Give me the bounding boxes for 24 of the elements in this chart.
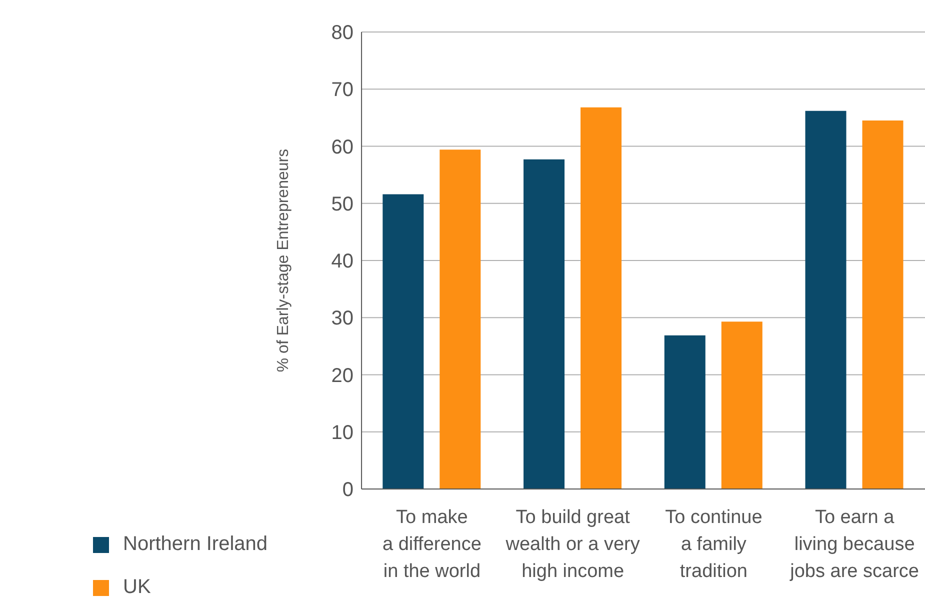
- y-tick-label: 80: [331, 22, 354, 44]
- y-tick-label: 20: [331, 364, 354, 387]
- y-tick-label: 70: [331, 79, 354, 102]
- y-axis-title: % of Early-stage Entrepreneurs: [275, 148, 292, 372]
- y-tick-label: 30: [331, 308, 354, 330]
- y-tick-label: 10: [331, 422, 354, 444]
- bar: [721, 322, 762, 489]
- legend-label: Northern Ireland: [123, 533, 268, 556]
- y-tick-label: 0: [342, 479, 354, 502]
- x-tick-label: To make a difference in the world: [382, 507, 482, 582]
- bar: [805, 110, 846, 489]
- x-tick-label: To earn a living because jobs are scarce: [789, 507, 919, 582]
- bar: [440, 150, 481, 489]
- bar: [862, 120, 904, 489]
- bar: [382, 194, 424, 489]
- y-tick-label: 60: [331, 136, 354, 158]
- x-tick-label: To continue a family tradition: [665, 507, 762, 582]
- legend-label: UK: [123, 576, 151, 599]
- bar: [664, 335, 706, 489]
- bar: [580, 107, 622, 489]
- x-tick-label: To build great wealth or a very high income: [504, 507, 640, 582]
- y-tick-label: 40: [331, 250, 354, 273]
- bar: [524, 159, 565, 489]
- y-tick-label: 50: [331, 193, 354, 216]
